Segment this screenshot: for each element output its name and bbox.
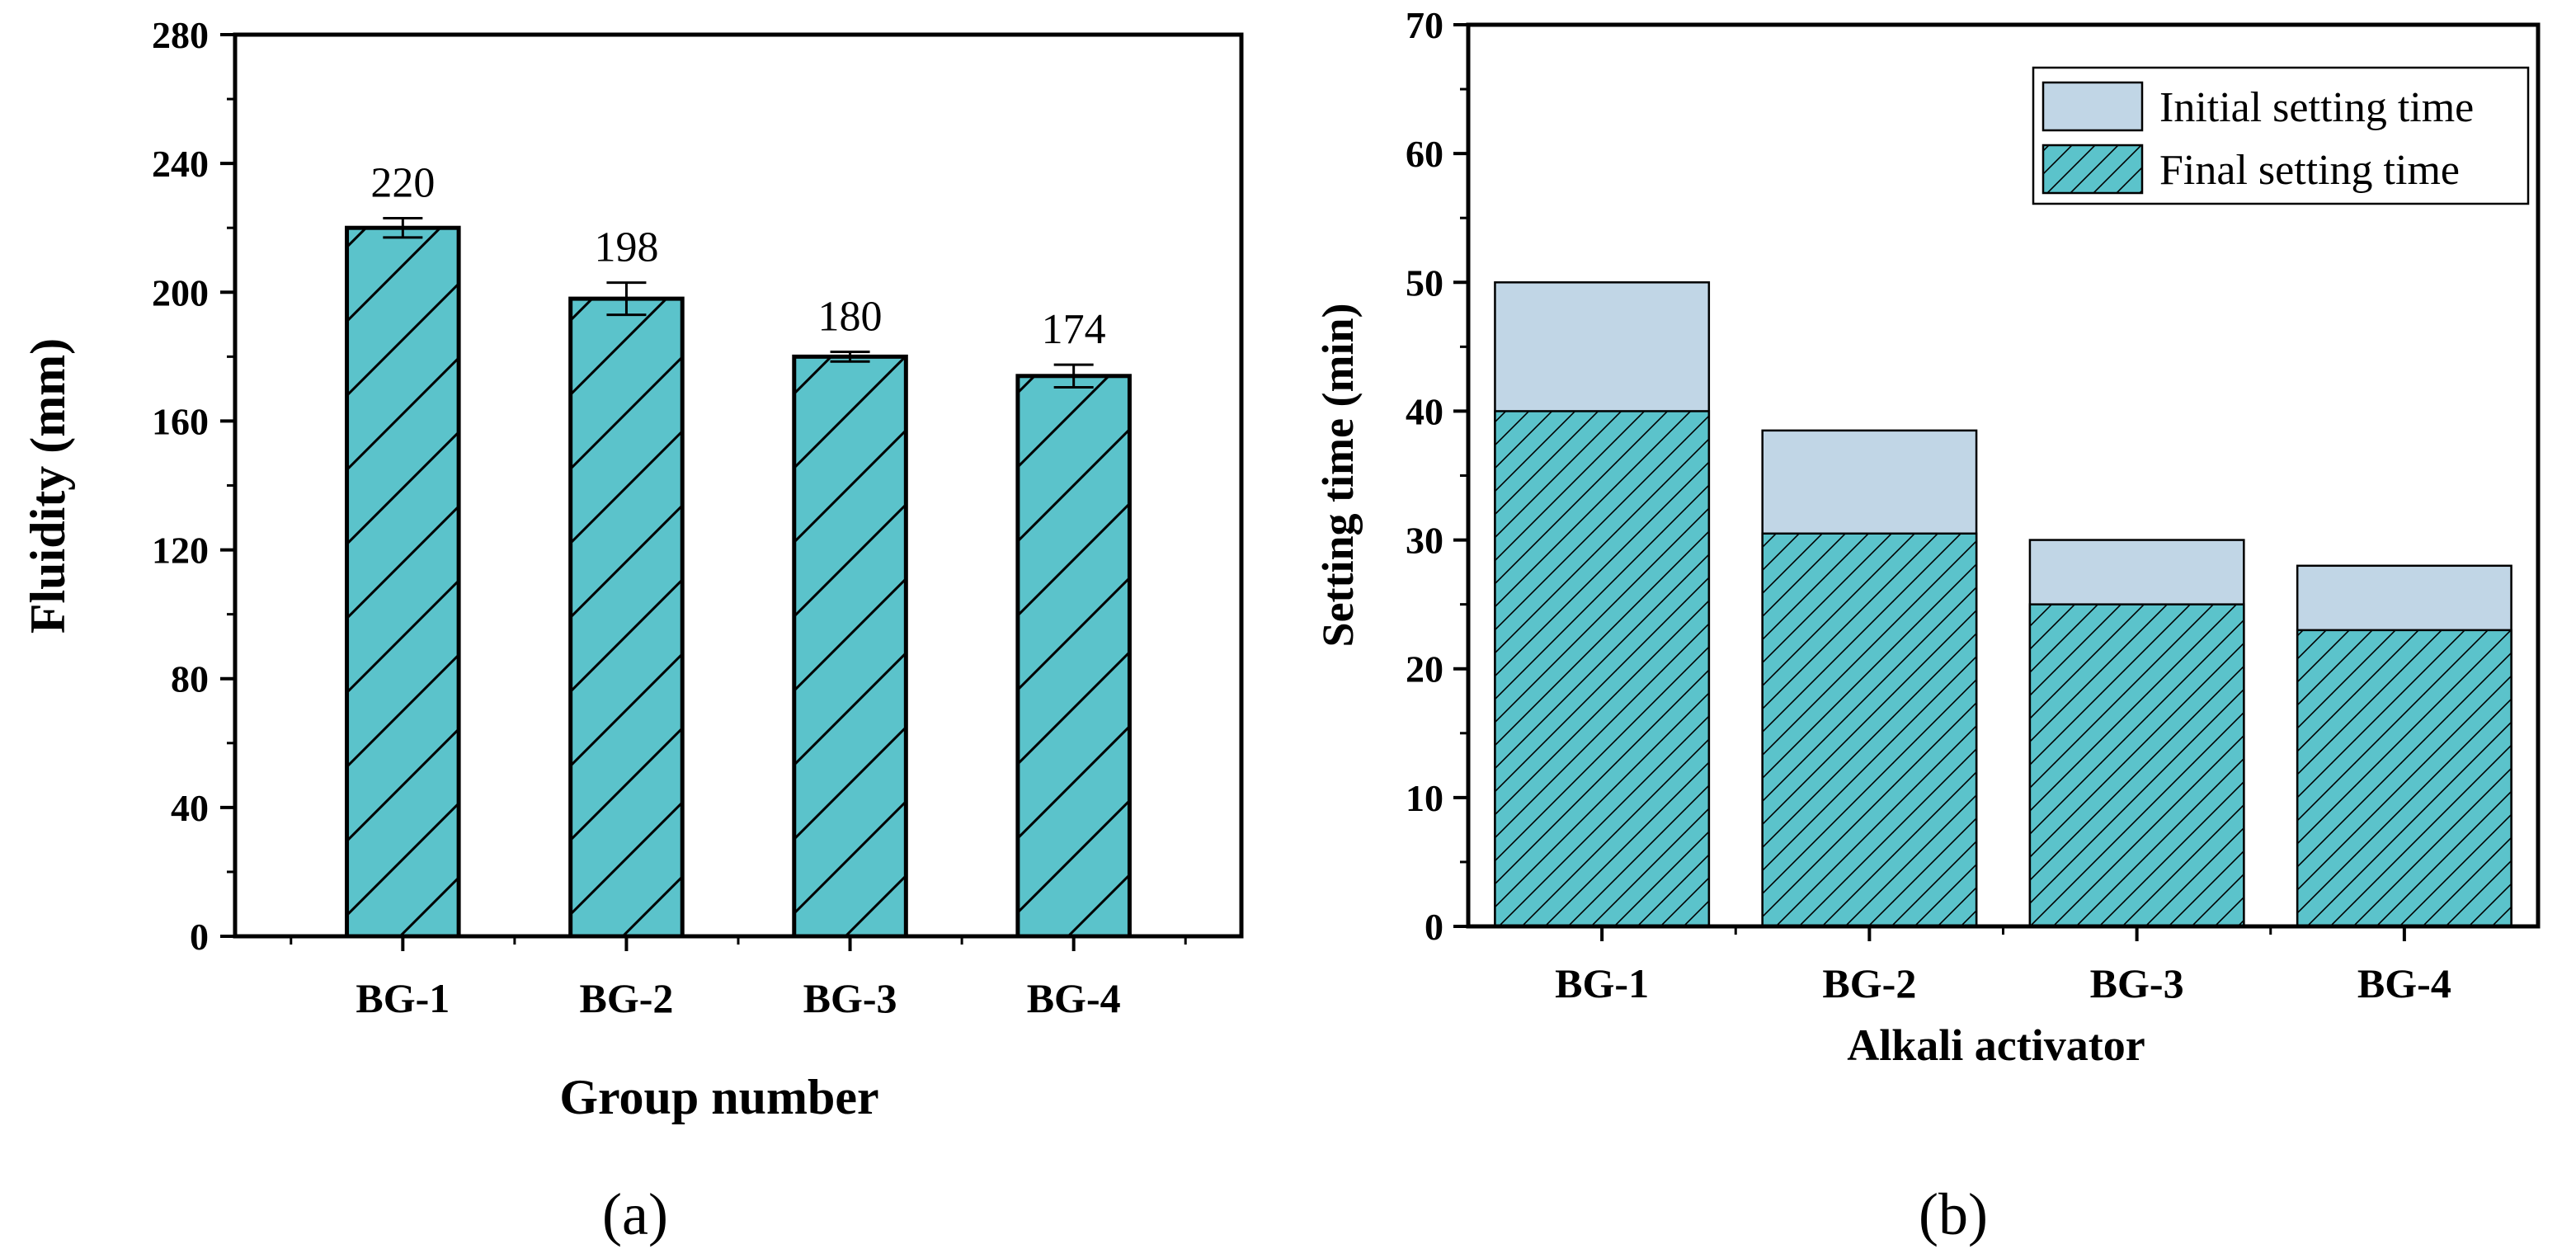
chart-b-legend: Initial setting time Final setting time <box>2032 66 2530 205</box>
bar-hatch-bg-4 <box>1015 374 1132 939</box>
y-tick-label: 120 <box>152 530 209 572</box>
data-label-bg-3: 180 <box>818 294 883 341</box>
chart-a-panel-label: (a) <box>602 1181 668 1247</box>
y-tick-label: 0 <box>190 916 209 958</box>
bar-final-hatch-bg-3 <box>2028 603 2245 928</box>
y-tick-label: 200 <box>152 271 209 313</box>
chart-b-x-title: Alkali activator <box>1847 1020 2145 1070</box>
y-tick-label: 60 <box>1406 133 1443 175</box>
y-tick-label: 70 <box>1406 4 1443 46</box>
legend-swatch-final-hatch <box>2041 144 2144 195</box>
bar-final-hatch-bg-4 <box>2296 629 2512 928</box>
data-label-bg-2: 198 <box>594 224 658 271</box>
x-tick-label-bg-3: BG-3 <box>803 975 897 1021</box>
bar-hatch-bg-3 <box>792 354 908 939</box>
chart-a-y-title: Fluidity (mm) <box>21 338 75 634</box>
chart-a-y-axis: 0 40 80 120 160 200 240 280 <box>152 14 235 958</box>
x-tick-label-bg-1: BG-1 <box>356 975 450 1021</box>
bar-hatch-bg-2 <box>568 296 685 939</box>
chart-b-y-title: Setting time (min) <box>1313 304 1363 648</box>
y-tick-label: 40 <box>1406 390 1443 432</box>
data-label-bg-1: 220 <box>370 160 435 207</box>
y-tick-label: 40 <box>171 787 209 829</box>
y-tick-label: 10 <box>1406 777 1443 819</box>
data-label-bg-4: 174 <box>1042 306 1106 353</box>
legend-label-final: Final setting time <box>2159 147 2460 194</box>
x-tick-label-bg-3: BG-3 <box>2090 960 2184 1006</box>
chart-a-data-labels: 220 198 180 174 <box>370 160 1105 354</box>
chart-b-panel-label: (b) <box>1919 1181 1988 1247</box>
y-tick-label: 30 <box>1406 520 1443 562</box>
y-tick-label: 50 <box>1406 261 1443 304</box>
chart-b: 0 10 20 30 40 50 60 70 BG-1 BG-2 BG-3 BG-4 Initial… <box>1313 4 2541 1247</box>
y-tick-label: 280 <box>152 14 209 56</box>
y-tick-label: 240 <box>152 143 209 185</box>
chart-b-y-axis: 0 10 20 30 40 50 60 70 <box>1406 4 1468 948</box>
legend-swatch-initial <box>2041 81 2144 132</box>
x-tick-label-bg-4: BG-4 <box>2357 960 2451 1006</box>
x-tick-label-bg-2: BG-2 <box>579 975 673 1021</box>
x-tick-label-bg-1: BG-1 <box>1555 960 1649 1006</box>
bar-hatch-bg-1 <box>345 225 461 939</box>
legend-label-initial: Initial setting time <box>2159 84 2474 131</box>
chart-a-x-axis: BG-1 BG-2 BG-3 BG-4 <box>290 936 1187 1021</box>
y-tick-label: 20 <box>1406 648 1443 690</box>
y-tick-label: 160 <box>152 400 209 442</box>
chart-b-marks <box>1494 281 2512 928</box>
y-tick-label: 80 <box>171 658 209 700</box>
x-tick-label-bg-4: BG-4 <box>1027 975 1121 1021</box>
bar-final-hatch-bg-2 <box>1761 532 1978 928</box>
y-tick-label: 0 <box>1425 906 1443 948</box>
chart-a-marks <box>345 217 1132 939</box>
chart-b-x-axis: BG-1 BG-2 BG-3 BG-4 <box>1555 926 2451 1006</box>
x-tick-label-bg-2: BG-2 <box>1822 960 1916 1006</box>
bar-final-hatch-bg-1 <box>1494 410 1711 928</box>
chart-a-x-title: Group number <box>559 1070 878 1124</box>
